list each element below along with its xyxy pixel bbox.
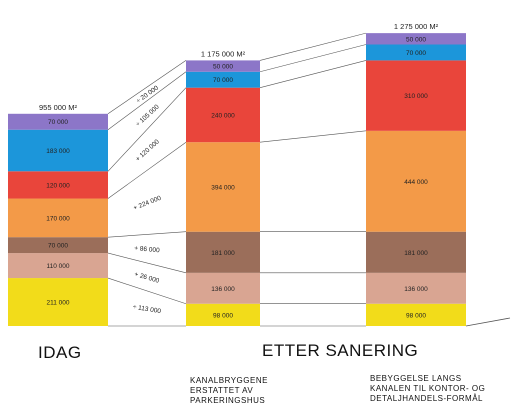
connector-line: [259, 130, 367, 143]
change-label: + 26 000: [134, 271, 161, 285]
segment-value-label: 394 000: [211, 184, 235, 191]
segment-value-label: 50 000: [213, 64, 233, 71]
bar-segment: [8, 253, 108, 279]
ground-line: [465, 317, 511, 327]
bar-segment: [186, 272, 260, 304]
bar-segment: [186, 71, 260, 88]
column-label-today: IDAG: [38, 343, 82, 362]
segment-value-label: 98 000: [406, 312, 426, 319]
connector-line: [107, 252, 187, 274]
note-column-3: BEBYGGELSE LANGS KANALEN TIL KONTOR- OG …: [370, 374, 486, 403]
bar-segment: [366, 60, 466, 131]
segment-value-label: 120 000: [46, 182, 70, 189]
bar-segment: [366, 303, 466, 326]
column-total-label: 1 275 000 M²: [394, 22, 439, 31]
bar-segment: [8, 198, 108, 238]
bar-segment: [8, 278, 108, 326]
column-total-label: 955 000 M²: [39, 103, 77, 112]
segment-value-label: 444 000: [404, 179, 428, 186]
segment-value-label: 181 000: [211, 250, 235, 257]
connector-line: [107, 60, 187, 115]
bar-segment: [186, 60, 260, 72]
segment-value-label: 70 000: [48, 119, 68, 126]
change-label: ÷ 113 000: [132, 304, 162, 316]
bar-segment: [8, 237, 108, 254]
bar-segment: [366, 33, 466, 45]
segment-value-label: 50 000: [406, 36, 426, 43]
segment-value-label: 70 000: [213, 77, 233, 84]
column-total-label: 1 175 000 M²: [201, 49, 246, 58]
segment-value-label: 170 000: [46, 215, 70, 222]
change-label: + 120 000: [134, 138, 161, 163]
segment-value-label: 70 000: [406, 50, 426, 57]
bar-segment: [186, 142, 260, 232]
bar-segment: [186, 303, 260, 326]
connector-line: [107, 231, 187, 238]
segment-value-label: 240 000: [211, 112, 235, 119]
change-label: + 224 000: [133, 195, 163, 212]
connector-line: [259, 44, 367, 73]
connector-line: [259, 60, 367, 88]
segment-value-label: 181 000: [404, 250, 428, 257]
bar-segment: [8, 113, 108, 130]
segment-value-label: 70 000: [48, 243, 68, 250]
segment-value-label: 310 000: [404, 93, 428, 100]
bar-segment: [366, 231, 466, 273]
connector-line: [107, 87, 187, 172]
bar-segment: [366, 272, 466, 304]
segment-value-label: 183 000: [46, 148, 70, 155]
segment-value-label: 136 000: [211, 286, 235, 293]
change-label: + 86 000: [134, 245, 160, 254]
segment-value-label: 98 000: [213, 312, 233, 319]
segment-value-label: 211 000: [46, 300, 69, 307]
column-label-after-renewal: ETTER SANERING: [262, 341, 419, 360]
bar-segment: [8, 171, 108, 199]
bar-segment: [366, 130, 466, 232]
connector-line: [107, 141, 187, 199]
bar-segment: [366, 44, 466, 61]
segment-value-label: 110 000: [46, 263, 69, 270]
change-label: ÷ 20 000: [135, 84, 160, 105]
bar-segment: [186, 87, 260, 143]
connector-line: [259, 32, 367, 61]
note-column-2: KANALBRYGGENE ERSTATTET AV PARKERINGSHUS: [190, 376, 268, 405]
segment-value-label: 136 000: [404, 286, 428, 293]
bar-segment: [186, 231, 260, 273]
bar-segment: [8, 129, 108, 172]
connector-line: [107, 71, 187, 130]
connector-line: [107, 277, 187, 305]
